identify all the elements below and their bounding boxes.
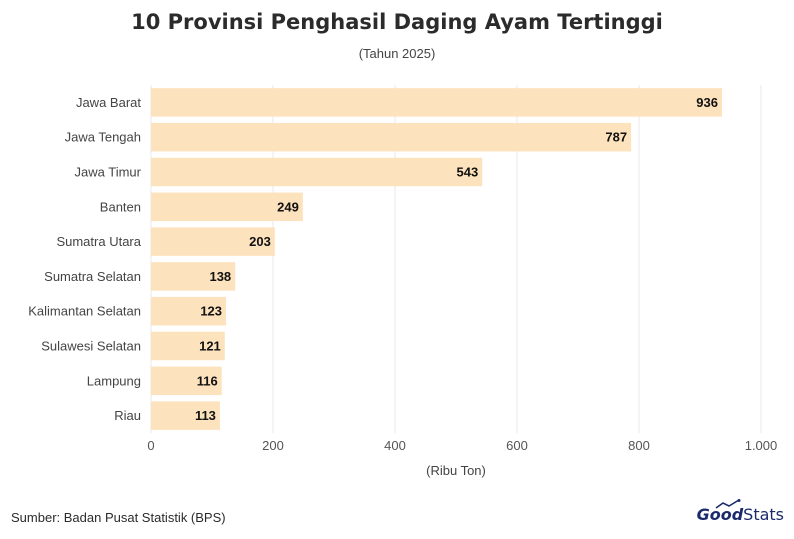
bar-value-label: 543 <box>457 165 479 180</box>
category-label: Riau <box>114 408 141 423</box>
category-label: Sumatra Utara <box>56 234 141 249</box>
chart-title: 10 Provinsi Penghasil Daging Ayam Tertin… <box>131 10 663 34</box>
bar-value-label: 787 <box>605 130 627 145</box>
x-tick-label: 1.000 <box>745 438 778 453</box>
bar-value-label: 138 <box>209 269 231 284</box>
brand-name-light: Stats <box>743 505 784 524</box>
category-label: Jawa Barat <box>76 95 141 110</box>
trend-icon <box>715 499 741 509</box>
bar <box>151 227 275 256</box>
category-label: Jawa Timur <box>75 165 142 180</box>
category-label: Banten <box>100 199 141 214</box>
category-label: Kalimantan Selatan <box>28 304 141 319</box>
bar-chart: 936 Jawa Barat 787 Jawa Tengah 543 Jawa Timur… <box>28 85 778 478</box>
chart-subtitle: (Tahun 2025) <box>358 46 436 61</box>
bar-value-label: 936 <box>696 95 718 110</box>
bar <box>151 331 225 361</box>
x-tick-label: 0 <box>147 438 154 453</box>
bar <box>151 88 722 117</box>
brand-name-bold: Good <box>696 505 744 524</box>
bar-value-label: 203 <box>249 234 271 249</box>
bar-value-label: 121 <box>199 339 221 354</box>
x-tick-label: 200 <box>262 438 284 453</box>
bar <box>151 157 483 187</box>
x-axis-label: (Ribu Ton) <box>426 463 486 478</box>
bar <box>151 192 303 222</box>
source-note: Sumber: Badan Pusat Statistik (BPS) <box>11 510 226 525</box>
bar-value-label: 249 <box>277 199 299 214</box>
category-label: Lampung <box>87 373 141 388</box>
bar-value-label: 113 <box>195 408 216 423</box>
category-label: Sumatra Selatan <box>44 269 141 284</box>
bar <box>151 296 227 326</box>
category-label: Sulawesi Selatan <box>41 339 141 354</box>
bar-value-label: 116 <box>197 373 218 388</box>
bar <box>151 366 222 396</box>
bar <box>151 122 632 152</box>
x-tick-label: 400 <box>384 438 406 453</box>
category-label: Jawa Tengah <box>65 130 141 145</box>
x-tick-label: 800 <box>628 438 650 453</box>
brand-logo: GoodStats <box>696 499 784 524</box>
x-tick-label: 600 <box>506 438 528 453</box>
bar-value-label: 123 <box>200 304 222 319</box>
bar <box>151 262 236 291</box>
bar <box>151 401 220 430</box>
